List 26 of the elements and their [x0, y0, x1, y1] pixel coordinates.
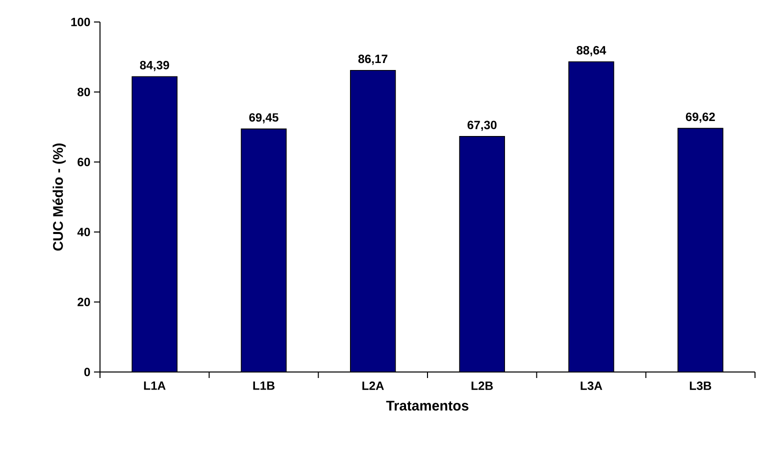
- data-label: 69,45: [249, 113, 278, 124]
- y-tick-label: 100: [71, 18, 90, 26]
- bar: [459, 136, 505, 372]
- bar: [678, 128, 724, 372]
- y-tick-label: 80: [78, 88, 90, 96]
- x-tick-label: L3A: [580, 382, 602, 390]
- y-axis-title: CUC Médio - (%): [52, 143, 66, 251]
- data-label: 86,17: [358, 54, 388, 65]
- data-label: 88,64: [576, 46, 606, 56]
- bar: [350, 70, 396, 372]
- x-tick-label: L1B: [253, 382, 275, 390]
- data-label: 67,30: [468, 120, 497, 131]
- x-axis-title: Tratamentos: [386, 400, 468, 411]
- y-tick-label: 0: [84, 368, 90, 376]
- x-tick-label: L2B: [472, 382, 493, 390]
- x-tick-label: L1A: [144, 382, 166, 390]
- y-tick-label: 40: [77, 228, 90, 236]
- x-tick-label: L2A: [362, 382, 384, 390]
- y-tick-label: 60: [78, 158, 90, 166]
- bar: [568, 61, 614, 372]
- bar: [132, 76, 178, 372]
- data-label: 69,62: [686, 112, 715, 123]
- data-label: 84,39: [140, 60, 170, 72]
- x-tick-label: L3B: [690, 382, 712, 390]
- y-tick-label: 20: [78, 298, 90, 306]
- bar: [240, 128, 287, 372]
